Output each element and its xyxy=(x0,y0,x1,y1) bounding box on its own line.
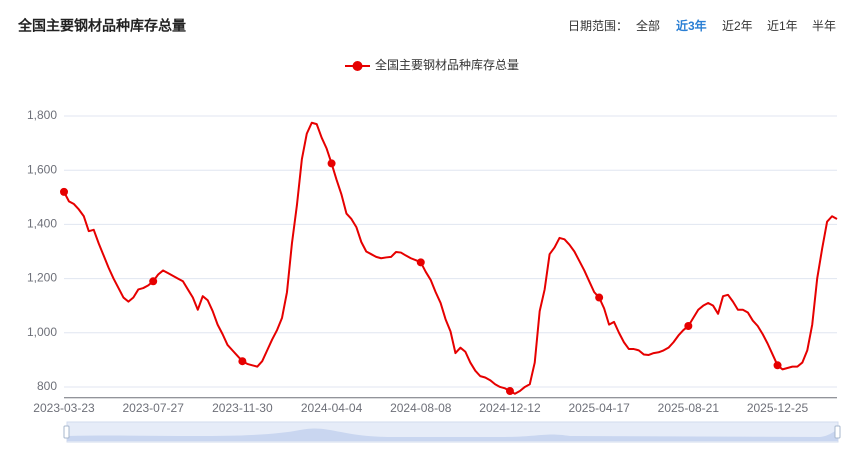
y-tick-label: 1,400 xyxy=(27,217,57,231)
date-range-option[interactable]: 半年 xyxy=(812,19,836,33)
x-tick-label: 2025-08-21 xyxy=(658,401,720,415)
point-marker xyxy=(773,361,782,370)
chart-title: 全国主要钢材品种库存总量 xyxy=(17,18,186,34)
legend-label: 全国主要钢材品种库存总量 xyxy=(375,57,519,72)
x-tick-label: 2025-04-17 xyxy=(568,401,630,415)
x-tick-label: 2024-04-04 xyxy=(301,401,363,415)
slider[interactable] xyxy=(63,421,841,443)
point-marker xyxy=(505,387,514,396)
x-tick-label: 2024-12-12 xyxy=(479,401,541,415)
point-marker xyxy=(149,277,158,286)
x-tick-label: 2025-12-25 xyxy=(747,401,809,415)
point-marker xyxy=(238,357,247,366)
slider-handle[interactable] xyxy=(63,425,70,439)
y-tick-label: 1,200 xyxy=(27,271,57,285)
y-tick-label: 1,000 xyxy=(27,325,57,339)
date-range-option[interactable]: 近2年 xyxy=(722,19,753,33)
date-range-option[interactable]: 近1年 xyxy=(767,19,798,33)
date-range-option[interactable]: 全部 xyxy=(636,18,660,33)
series-line xyxy=(63,121,838,395)
x-tick-label: 2023-11-30 xyxy=(212,401,273,415)
x-tick-label: 2024-08-08 xyxy=(390,401,452,415)
point-marker xyxy=(327,159,336,168)
point-marker xyxy=(416,258,425,267)
point-marker xyxy=(60,187,68,196)
x-tick-label: 2023-07-27 xyxy=(122,401,184,415)
date-range-option[interactable]: 近3年 xyxy=(676,18,707,33)
point-marker xyxy=(684,321,693,330)
slider-preview xyxy=(67,428,838,441)
y-tick-label: 1,800 xyxy=(27,108,57,122)
y-tick-label: 800 xyxy=(37,379,57,393)
date-range-label: 日期范围： xyxy=(568,19,628,33)
y-tick-label: 1,600 xyxy=(27,162,57,176)
slider-handle[interactable] xyxy=(834,425,841,439)
x-tick-label: 2023-03-23 xyxy=(33,401,95,415)
point-marker xyxy=(595,293,604,302)
legend-marker xyxy=(352,61,363,71)
